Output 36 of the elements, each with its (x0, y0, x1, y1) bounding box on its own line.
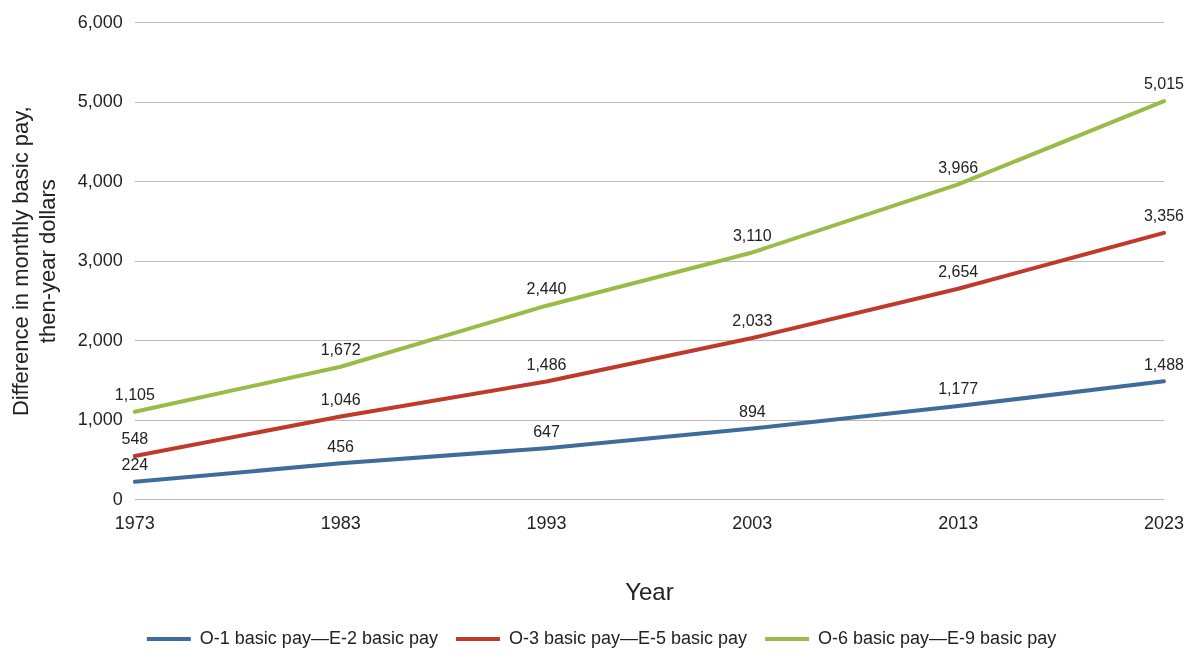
data-label: 1,105 (114, 386, 155, 404)
data-label: 2,033 (732, 312, 773, 330)
data-label: 2,440 (526, 280, 567, 298)
y-tick-label: 0 (112, 488, 123, 509)
y-axis-title: Difference in monthly basic pay, then-year dollars (8, 106, 60, 417)
y-tick-label: 6,000 (77, 11, 123, 32)
y-tick-label: 5,000 (77, 91, 123, 112)
x-tick-label: 1973 (114, 513, 155, 534)
data-label: 2,654 (938, 263, 979, 281)
x-tick-label: 2013 (938, 513, 979, 534)
data-label: 456 (327, 437, 355, 455)
legend-label: O-3 basic pay—E-5 basic pay (508, 627, 748, 648)
data-label: 647 (533, 422, 560, 440)
data-label: 1,046 (320, 390, 361, 408)
x-tick-label: 2003 (732, 513, 773, 534)
y-tick-label: 1,000 (77, 409, 123, 430)
legend-label: O-6 basic pay—E-9 basic pay (818, 627, 1057, 648)
data-label: 3,110 (732, 226, 772, 244)
data-label: 3,966 (938, 158, 979, 176)
x-tick-label: 2023 (1143, 513, 1184, 534)
data-label: 5,015 (1143, 75, 1185, 93)
y-tick-label: 2,000 (77, 329, 123, 350)
legend-label: O-1 basic pay—E-2 basic pay (199, 627, 438, 648)
x-axis-title: Year (625, 578, 674, 606)
y-tick-label: 3,000 (77, 250, 123, 271)
y-tick-label: 4,000 (77, 170, 123, 191)
data-label: 894 (738, 402, 766, 420)
data-label: 548 (121, 430, 149, 448)
x-tick-label: 1983 (320, 513, 361, 534)
data-label: 1,488 (1143, 355, 1185, 373)
data-label: 3,356 (1143, 207, 1185, 225)
data-label: 1,177 (938, 380, 979, 398)
data-label: 1,672 (320, 341, 361, 359)
data-label: 224 (121, 456, 149, 474)
data-label: 1,486 (526, 355, 567, 373)
x-tick-label: 1993 (526, 513, 567, 534)
